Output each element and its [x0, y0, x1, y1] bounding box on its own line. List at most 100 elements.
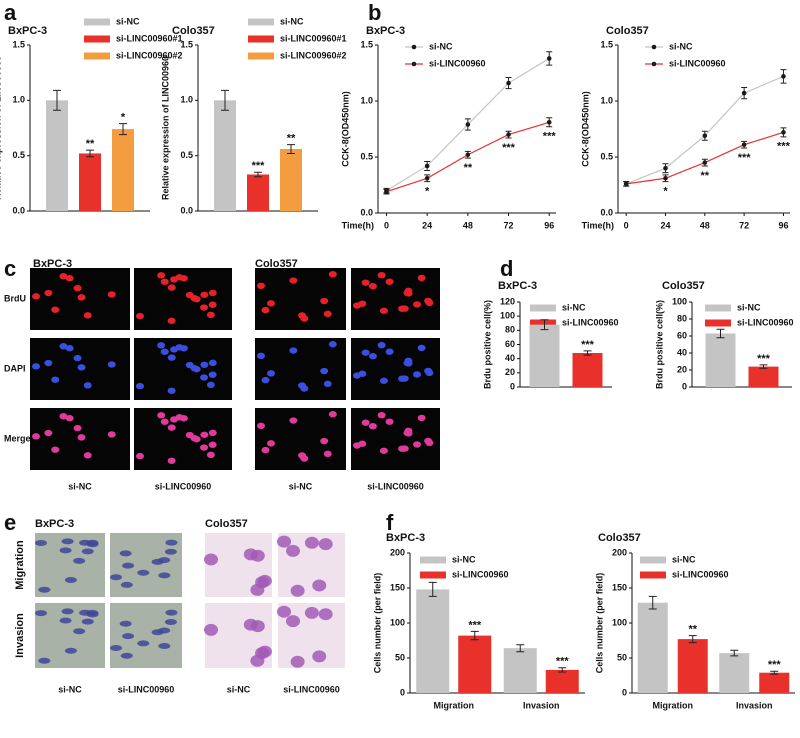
cell — [286, 544, 301, 557]
significance-label: *** — [768, 659, 782, 671]
nucleus — [65, 345, 74, 352]
nucleus — [59, 273, 68, 280]
nucleus — [379, 307, 388, 314]
bar — [748, 366, 779, 387]
point — [546, 119, 552, 125]
nucleus — [167, 457, 176, 464]
nucleus — [400, 445, 409, 452]
error-bar — [53, 89, 61, 111]
y-axis-label: Cells number (per field) — [372, 573, 382, 674]
cell — [59, 617, 72, 624]
x-tick-label: Migration — [434, 700, 475, 710]
nucleus — [32, 293, 41, 300]
y-tick-label: 150 — [390, 582, 405, 592]
cell — [277, 535, 292, 548]
error-bar — [540, 319, 549, 331]
nucleus — [208, 289, 217, 297]
point — [781, 74, 786, 79]
y-tick-label: 150 — [612, 582, 627, 592]
legend-swatch — [705, 304, 731, 312]
significance-label: *** — [543, 131, 557, 143]
nucleus — [206, 381, 215, 389]
legend-swatch — [640, 556, 666, 564]
nucleus — [32, 363, 41, 370]
x-tick-label: 0 — [624, 220, 629, 230]
significance-label: ** — [86, 138, 95, 150]
x-tick-label: 48 — [463, 220, 473, 230]
cell — [61, 608, 74, 615]
error-bar — [770, 670, 779, 675]
legend-label: si-LINC00960#2 — [116, 50, 183, 60]
legend-label: si-NC — [562, 302, 586, 312]
nucleus — [44, 359, 53, 367]
nucleus — [200, 361, 209, 368]
point — [506, 80, 511, 86]
error-bar — [287, 144, 295, 154]
error-bar — [86, 149, 94, 158]
cell — [304, 606, 319, 619]
chart: BxPC-3 Cells number (per field) 0 50 100 150 2… — [372, 532, 585, 710]
legend-marker — [411, 61, 417, 67]
nucleus — [208, 429, 217, 437]
column-label: si-LINC00960 — [118, 684, 175, 694]
nucleus — [298, 382, 307, 389]
nucleus — [323, 450, 332, 458]
error-bar — [221, 89, 229, 111]
point — [623, 181, 629, 187]
nucleus — [167, 424, 176, 431]
cell — [119, 550, 132, 557]
x-tick-label: 72 — [504, 220, 514, 230]
y-tick-label: 0 — [400, 687, 405, 697]
panel-label: a — [4, 0, 17, 25]
error-bar — [583, 350, 592, 356]
legend-label: si-LINC00960 — [429, 58, 486, 68]
legend-swatch — [84, 18, 110, 26]
nucleus — [179, 345, 188, 352]
nucleus — [328, 341, 337, 348]
nucleus — [190, 295, 199, 302]
y-tick-label: 0.5 — [360, 151, 373, 161]
x-tick-label: Invasion — [736, 700, 773, 710]
nucleus — [107, 291, 116, 298]
error-bar — [730, 649, 739, 657]
y-tick-label: 1.0 — [180, 95, 193, 105]
y-tick-label: 20 — [677, 364, 687, 374]
point — [702, 133, 708, 139]
y-axis-label: Relative expression of LINC00960 — [0, 56, 2, 200]
y-tick-label: 1.0 — [600, 95, 613, 105]
y-tick-label: 40 — [505, 353, 515, 363]
cell — [73, 628, 86, 635]
cell — [110, 644, 123, 651]
nucleus — [170, 346, 179, 353]
nucleus — [83, 452, 92, 459]
nucleus — [424, 437, 433, 445]
nucleus — [51, 306, 60, 313]
nucleus — [77, 364, 86, 371]
nucleus — [400, 305, 409, 312]
nucleus — [200, 431, 209, 438]
y-axis-label: CCK-8(OD450nm) — [340, 91, 350, 167]
nucleus — [298, 452, 307, 459]
nucleus — [257, 422, 266, 430]
bar — [759, 672, 790, 693]
cell-line: BxPC-3 — [33, 258, 72, 270]
nucleus — [170, 416, 179, 423]
cell — [165, 539, 178, 546]
y-tick-label: 80 — [505, 325, 515, 335]
legend-swatch — [530, 304, 556, 312]
panel-label: e — [4, 510, 16, 535]
point — [465, 152, 471, 158]
nucleus — [167, 284, 176, 291]
nucleus — [73, 424, 82, 432]
chart-title: Colo357 — [172, 25, 215, 37]
point — [424, 175, 430, 181]
cell-line: BxPC-3 — [35, 518, 74, 530]
nucleus — [361, 279, 370, 286]
cell — [110, 574, 123, 581]
legend-label: si-LINC00960#2 — [280, 50, 347, 60]
nucleus — [157, 272, 166, 279]
nucleus — [167, 354, 176, 361]
nucleus — [379, 377, 388, 384]
nucleus — [208, 359, 217, 367]
bar — [545, 669, 579, 693]
